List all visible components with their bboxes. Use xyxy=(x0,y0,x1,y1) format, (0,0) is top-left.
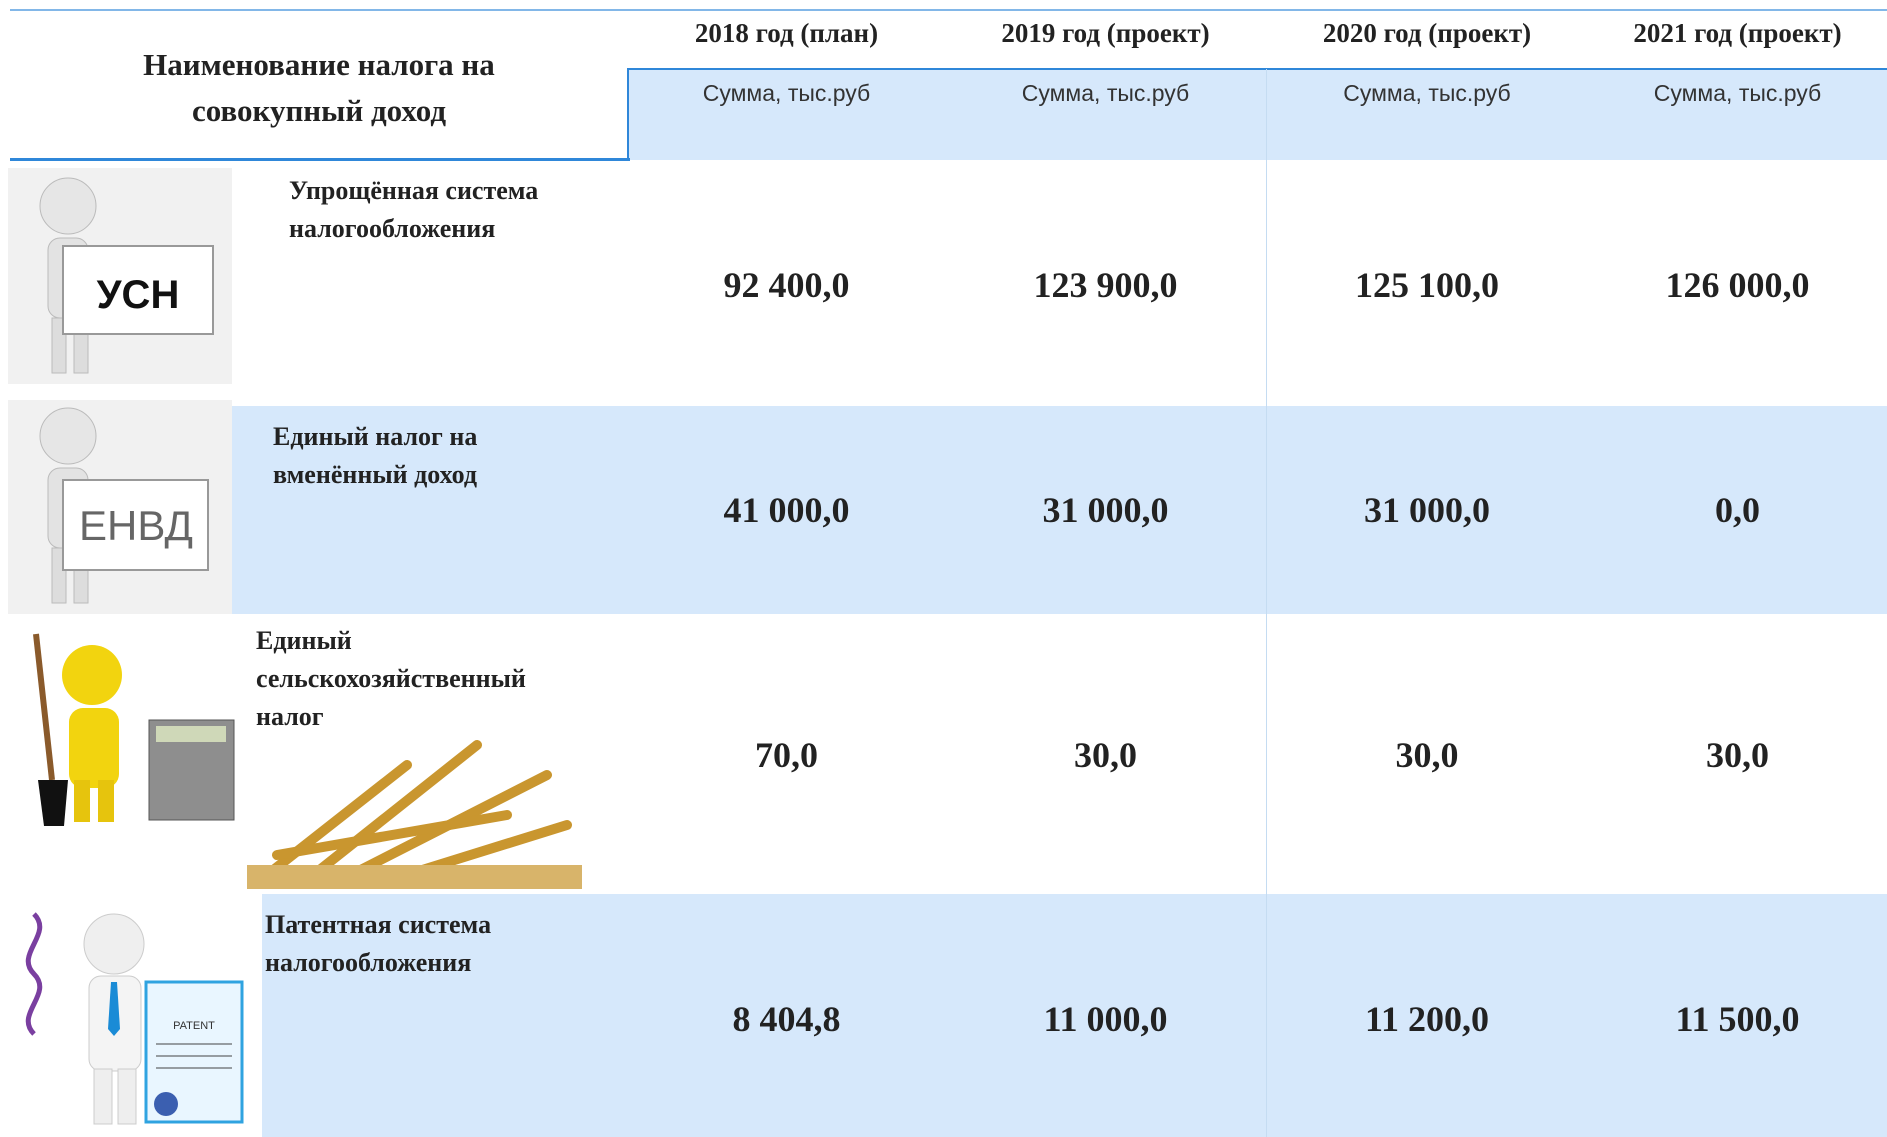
column-year: 2021 год (проект) xyxy=(1633,18,1842,48)
cell-value: 125 100,0 xyxy=(1355,265,1499,305)
usn-icon: УСН xyxy=(8,168,232,384)
patent-icon: PATENT xyxy=(25,912,244,1125)
row-name: Упрощённая система налогообложения xyxy=(289,172,538,248)
cell-value: 11 000,0 xyxy=(1043,999,1168,1039)
row-name: Патентная система налогообложения xyxy=(265,906,491,982)
column-year: 2019 год (проект) xyxy=(1001,18,1210,48)
header-rule xyxy=(10,158,630,161)
cell-value: 92 400,0 xyxy=(723,265,850,305)
wheat-image xyxy=(247,740,582,889)
row-name-line: Единый xyxy=(256,626,352,655)
esxn-icon xyxy=(33,633,235,826)
row-name-line: сельскохозяйственный xyxy=(256,664,526,693)
cell-value: 30,0 xyxy=(1074,735,1137,775)
row-band xyxy=(231,406,1887,614)
column-unit: Сумма, тыс.руб xyxy=(1343,80,1511,106)
header-rule xyxy=(627,68,629,161)
header-title: Наименование налога на совокупный доход xyxy=(10,42,628,134)
cell-value: 11 200,0 xyxy=(1364,999,1489,1039)
column-unit: Сумма, тыс.руб xyxy=(1021,80,1190,106)
cell-value: 41 000,0 xyxy=(723,490,850,530)
column-rule xyxy=(1266,69,1267,1137)
subheader-band xyxy=(628,69,1887,160)
row-name-line: налогообложения xyxy=(289,214,496,243)
cell-value: 70,0 xyxy=(755,735,818,775)
column-unit: Сумма, тыс.руб xyxy=(1653,80,1822,106)
cell-value: 123 900,0 xyxy=(1033,265,1178,305)
row-name-line: Упрощённая система xyxy=(289,176,539,205)
column-unit: Сумма, тыс.руб xyxy=(702,80,871,106)
row-name-line: Единый налог на xyxy=(273,422,478,451)
icon-label: PATENT xyxy=(173,1020,215,1032)
icon-label: ЕНВД xyxy=(79,502,193,549)
row-name-line: Патентная система xyxy=(265,910,492,939)
icon-label: УСН xyxy=(97,273,180,317)
cell-value: 31 000,0 xyxy=(1364,490,1490,530)
cell-value: 30,0 xyxy=(1706,735,1769,775)
row-name: Единый сельскохозяйственный налог xyxy=(256,622,526,736)
header-title-line: Наименование налога на xyxy=(143,47,495,82)
row-name-line: налог xyxy=(256,702,324,731)
cell-value: 0,0 xyxy=(1715,490,1760,530)
row-band xyxy=(262,894,1887,1137)
cell-value: 11 500,0 xyxy=(1675,999,1800,1039)
header-rule xyxy=(628,68,1887,70)
header-title-line: совокупный доход xyxy=(192,93,446,128)
column-year: 2020 год (проект) xyxy=(1322,18,1532,48)
row-name-line: вменённый доход xyxy=(273,460,478,489)
envd-icon: ЕНВД xyxy=(8,400,232,614)
cell-value: 8 404,8 xyxy=(732,999,841,1039)
row-name-line: налогообложения xyxy=(265,948,472,977)
column-year: 2018 год (план) xyxy=(694,18,879,48)
cell-value: 126 000,0 xyxy=(1665,265,1810,305)
top-rule xyxy=(10,9,1887,11)
cell-value: 31 000,0 xyxy=(1042,490,1169,530)
cell-value: 30,0 xyxy=(1395,735,1459,775)
row-name: Единый налог на вменённый доход xyxy=(273,418,477,494)
